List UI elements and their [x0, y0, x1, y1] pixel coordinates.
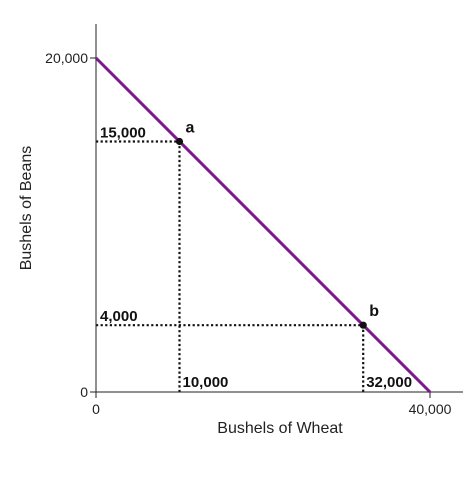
point-a-marker: [175, 137, 184, 146]
x-axis-title: Bushels of Wheat: [217, 420, 343, 437]
highlighted-points: [175, 137, 367, 329]
chart-labels: Bushels of Wheat Bushels of Beans a b 15,0…: [18, 120, 412, 438]
y-guide-value-label: 4,000: [100, 308, 138, 325]
point-b-label: b: [369, 303, 379, 320]
guide-lines: [96, 140, 365, 392]
y-tick-label: 0: [80, 384, 88, 400]
x-guide-value-label: 32,000: [366, 374, 412, 391]
ppf-line: [94, 56, 432, 394]
point-b-marker: [359, 321, 367, 329]
y-axis-title: Bushels of Beans: [18, 146, 35, 271]
y-guide-value-label: 15,000: [100, 125, 146, 142]
point-a-label: a: [186, 120, 195, 137]
axes: 0 20,000 0 40,000: [45, 24, 463, 417]
y-tick-label: 20,000: [45, 50, 88, 66]
x-tick-label: 0: [92, 401, 100, 417]
series-lines: [94, 56, 432, 394]
x-tick-label: 40,000: [409, 401, 452, 417]
x-guide-value-label: 10,000: [183, 374, 229, 391]
